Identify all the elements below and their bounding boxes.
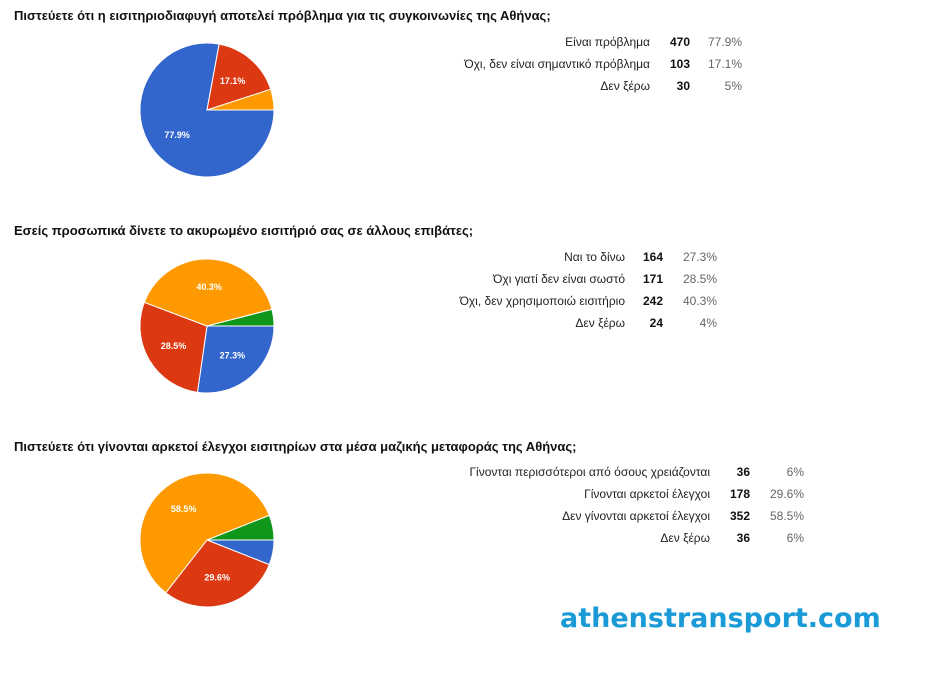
pie-chart-2: 27.3% 28.5% 40.3% <box>139 258 275 394</box>
pie-slice-1-1 <box>139 42 275 178</box>
legend-count: 24 <box>649 316 663 330</box>
legend-count: 171 <box>642 272 663 286</box>
slice-data-label-1-1: 77.9% <box>164 130 190 140</box>
legend-percent: 17.1% <box>707 57 742 71</box>
legend-percent: 40.3% <box>682 294 717 308</box>
pie-slice-3-2 <box>165 539 270 608</box>
legend-row: Δεν γίνονται αρκετοί έλεγχοι 352 58.5% <box>440 505 804 527</box>
legend-label: Όχι, δεν χρησιμοποιώ εισιτήριο <box>459 294 625 308</box>
legend-row: Όχι, δεν είναι σημαντικό πρόβλημα 103 17.1… <box>440 53 742 75</box>
slice-data-label-2-3: 40.3% <box>196 282 222 292</box>
watermark-logo: athenstransport.com <box>560 603 881 634</box>
legend-row: Όχι γιατί δεν είναι σωστό 171 28.5% <box>438 268 717 290</box>
legend-row: Δεν ξέρω 36 6% <box>440 527 804 549</box>
legend-row: Είναι πρόβλημα 470 77.9% <box>440 31 742 53</box>
legend-percent: 6% <box>786 465 804 479</box>
legend-label: Όχι, δεν είναι σημαντικό πρόβλημα <box>464 57 650 71</box>
pie-chart-1: 77.9% 17.1% <box>139 42 275 178</box>
legend-count: 36 <box>736 465 750 479</box>
legend-count: 178 <box>729 487 750 501</box>
slice-data-label-2-2: 28.5% <box>161 341 187 351</box>
legend-count: 242 <box>642 294 663 308</box>
slice-data-label-3-2: 29.6% <box>204 573 230 583</box>
legend-count: 352 <box>729 509 750 523</box>
pie-slice-3-4 <box>206 514 275 541</box>
legend-label: Δεν γίνονται αρκετοί έλεγχοι <box>562 509 710 523</box>
pie-slice-3-3 <box>139 472 270 594</box>
legend-count: 470 <box>669 35 690 49</box>
slice-data-label-1-2: 17.1% <box>220 76 246 86</box>
pie-slice-1-3 <box>206 88 275 111</box>
legend-percent: 29.6% <box>769 487 804 501</box>
question-1-title: Πιστεύετε ότι η εισιτηριοδιαφυγή αποτελε… <box>14 8 551 23</box>
legend-percent: 4% <box>699 316 717 330</box>
legend-table-2: Ναι το δίνω 164 27.3% Όχι γιατί δεν είναι σ… <box>438 246 717 334</box>
legend-label: Δεν ξέρω <box>600 79 650 93</box>
legend-label: Γίνονται περισσότεροι από όσους χρειάζον… <box>469 465 710 479</box>
slice-data-label-3-3: 58.5% <box>171 504 197 514</box>
slice-data-label-2-1: 27.3% <box>220 350 246 360</box>
legend-row: Ναι το δίνω 164 27.3% <box>438 246 717 268</box>
question-2-title: Εσείς προσωπικά δίνετε το ακυρωμένο εισι… <box>14 223 474 238</box>
legend-label: Είναι πρόβλημα <box>565 35 650 49</box>
pie-slice-2-4 <box>206 308 275 327</box>
legend-row: Γίνονται περισσότεροι από όσους χρειάζον… <box>440 461 804 483</box>
legend-count: 30 <box>676 79 690 93</box>
pie-slice-2-3 <box>143 258 273 327</box>
legend-percent: 6% <box>786 531 804 545</box>
legend-percent: 28.5% <box>682 272 717 286</box>
legend-row: Γίνονται αρκετοί έλεγχοι 178 29.6% <box>440 483 804 505</box>
legend-table-1: Είναι πρόβλημα 470 77.9% Όχι, δεν είναι σημ… <box>440 31 742 97</box>
legend-percent: 77.9% <box>707 35 742 49</box>
legend-label: Δεν ξέρω <box>660 531 710 545</box>
legend-row: Δεν ξέρω 24 4% <box>438 312 717 334</box>
legend-label: Ναι το δίνω <box>564 250 625 264</box>
legend-count: 164 <box>642 250 663 264</box>
question-3-title: Πιστεύετε ότι γίνονται αρκετοί έλεγχοι ε… <box>14 439 577 454</box>
legend-label: Δεν ξέρω <box>575 316 625 330</box>
legend-percent: 27.3% <box>682 250 717 264</box>
legend-count: 103 <box>669 57 690 71</box>
legend-label: Όχι γιατί δεν είναι σωστό <box>493 272 625 286</box>
pie-chart-3: 29.6% 58.5% <box>139 472 275 608</box>
pie-slice-2-2 <box>139 301 208 393</box>
legend-count: 36 <box>736 531 750 545</box>
legend-row: Όχι, δεν χρησιμοποιώ εισιτήριο 242 40.3% <box>438 290 717 312</box>
legend-row: Δεν ξέρω 30 5% <box>440 75 742 97</box>
legend-label: Γίνονται αρκετοί έλεγχοι <box>584 487 710 501</box>
legend-percent: 5% <box>724 79 742 93</box>
pie-slice-2-1 <box>196 325 275 394</box>
legend-table-3: Γίνονται περισσότεροι από όσους χρειάζον… <box>440 461 804 549</box>
pie-slice-1-2 <box>206 43 272 111</box>
legend-percent: 58.5% <box>769 509 804 523</box>
